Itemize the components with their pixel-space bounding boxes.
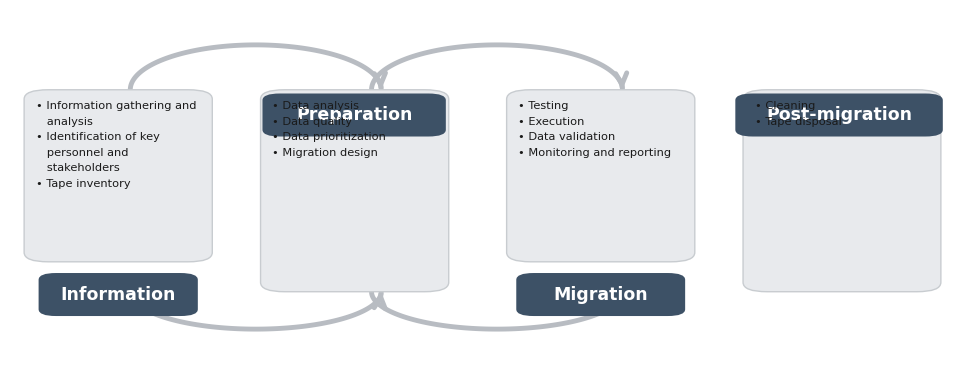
Text: Information: Information: [61, 285, 176, 304]
FancyBboxPatch shape: [261, 90, 449, 292]
Text: Post-migration: Post-migration: [766, 106, 912, 124]
Text: Preparation: Preparation: [296, 106, 412, 124]
Text: • Information gathering and
   analysis
• Identification of key
   personnel and: • Information gathering and analysis • I…: [36, 101, 196, 189]
Text: • Data analysis
• Data quality
• Data prioritization
• Migration design: • Data analysis • Data quality • Data pr…: [272, 101, 386, 158]
FancyBboxPatch shape: [262, 94, 446, 137]
FancyBboxPatch shape: [39, 273, 198, 316]
FancyBboxPatch shape: [735, 94, 943, 137]
Text: Migration: Migration: [553, 285, 648, 304]
FancyBboxPatch shape: [743, 90, 941, 292]
FancyBboxPatch shape: [24, 90, 212, 262]
Text: • Cleaning
• Tape disposal: • Cleaning • Tape disposal: [755, 101, 841, 126]
Text: • Testing
• Execution
• Data validation
• Monitoring and reporting: • Testing • Execution • Data validation …: [518, 101, 672, 158]
FancyBboxPatch shape: [507, 90, 695, 262]
FancyBboxPatch shape: [516, 273, 685, 316]
